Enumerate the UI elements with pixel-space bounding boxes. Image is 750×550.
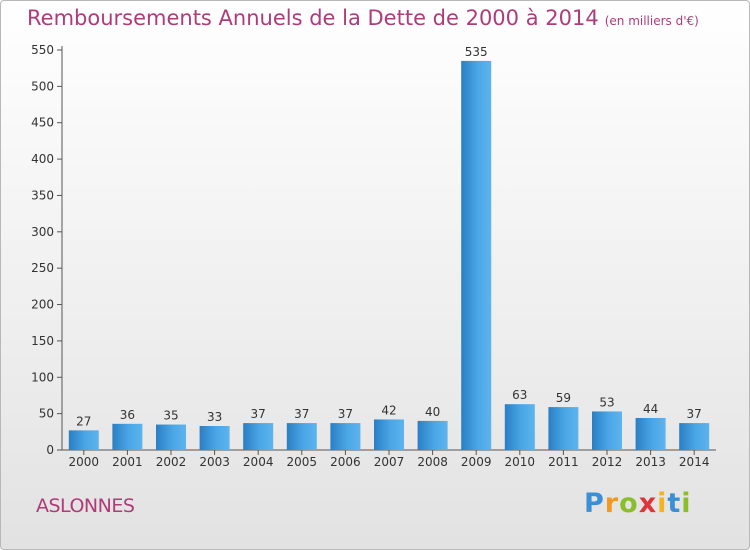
bar-2001 [112,423,143,450]
bar-2008 [417,420,448,450]
bar-2007 [374,419,404,450]
logo-letter: o [619,488,639,519]
y-tick-label: 500 [31,79,54,93]
x-tick-label-2010: 2010 [505,455,536,469]
y-tick-label: 350 [31,188,54,202]
data-label-2014: 37 [687,407,702,421]
chart-title-text: Remboursements Annuels de la Dette de 20… [27,6,599,30]
bar-2014 [679,423,710,450]
bar-2012 [592,411,622,450]
data-label-2006: 37 [338,407,353,421]
bars: 27 36 35 33 37 37 37 42 40 535 63 59 53 44 37 [68,45,710,451]
bar-2009 [461,60,492,451]
y-tick-label: 400 [31,152,54,166]
bar-2006 [330,423,361,450]
y-axis-ticks: 0 50 100 150 200 250 300 350 400 450 500 550 [31,43,62,457]
axes [61,46,716,451]
x-tick-label-2009: 2009 [461,455,492,469]
y-tick-label: 550 [31,43,54,57]
bar-2002 [156,424,186,450]
x-tick-label-2008: 2008 [417,455,448,469]
data-label-2009: 535 [465,45,488,59]
y-tick-label: 150 [31,334,54,348]
logo-letter: t [667,488,682,519]
unit-note: (en milliers d'€) [604,14,699,28]
data-label-2004: 37 [251,407,266,421]
data-label-2001: 36 [120,408,135,422]
x-tick-label-2013: 2013 [635,455,666,469]
logo-letter: P [584,488,605,519]
bar-2013 [635,418,666,450]
x-tick-label-2002: 2002 [156,455,187,469]
x-tick-label-2014: 2014 [679,455,710,469]
y-tick-label: 200 [31,298,54,312]
x-tick-label-2012: 2012 [592,455,623,469]
data-label-2005: 37 [294,407,309,421]
x-tick-label-2006: 2006 [330,455,361,469]
data-label-2012: 53 [599,395,614,409]
x-tick-label-2003: 2003 [199,455,230,469]
data-label-2000: 27 [76,414,91,428]
bar-2005 [286,423,317,450]
data-label-2011: 59 [556,391,571,405]
data-label-2007: 42 [381,403,396,417]
x-tick-label-2011: 2011 [548,455,579,469]
data-label-2003: 33 [207,410,222,424]
x-tick-label-2004: 2004 [243,455,274,469]
x-tick-label-2001: 2001 [112,455,143,469]
bar-2000 [68,430,99,450]
y-tick-label: 450 [31,116,54,130]
y-tick-label: 100 [31,370,54,384]
bar-2010 [504,404,535,450]
logo-letter: i [657,488,668,519]
y-tick-label: 250 [31,261,54,275]
x-tick-label-2005: 2005 [287,455,318,469]
data-label-2002: 35 [163,409,178,423]
data-label-2010: 63 [512,388,527,402]
bar-2004 [243,423,274,450]
bar-2011 [548,407,579,450]
data-label-2008: 40 [425,405,440,419]
logo-letter: x [638,488,658,519]
data-label-2013: 44 [643,402,658,416]
location-label: ASLONNES [36,495,135,517]
logo-letter: i [681,488,692,519]
y-tick-label: 50 [39,407,54,421]
y-tick-label: 0 [46,443,54,457]
x-tick-label-2007: 2007 [374,455,405,469]
bar-2003 [199,426,230,450]
x-axis-ticks: 2000 2001 2002 2003 2004 2005 2006 2007 2008 2009… [69,450,710,469]
x-tick-label-2000: 2000 [69,455,100,469]
chart-title: Remboursements Annuels de la Dette de 20… [27,6,699,30]
proxiti-logo: Proxiti [584,488,692,519]
y-tick-label: 300 [31,225,54,239]
logo-letter: r [604,488,620,519]
